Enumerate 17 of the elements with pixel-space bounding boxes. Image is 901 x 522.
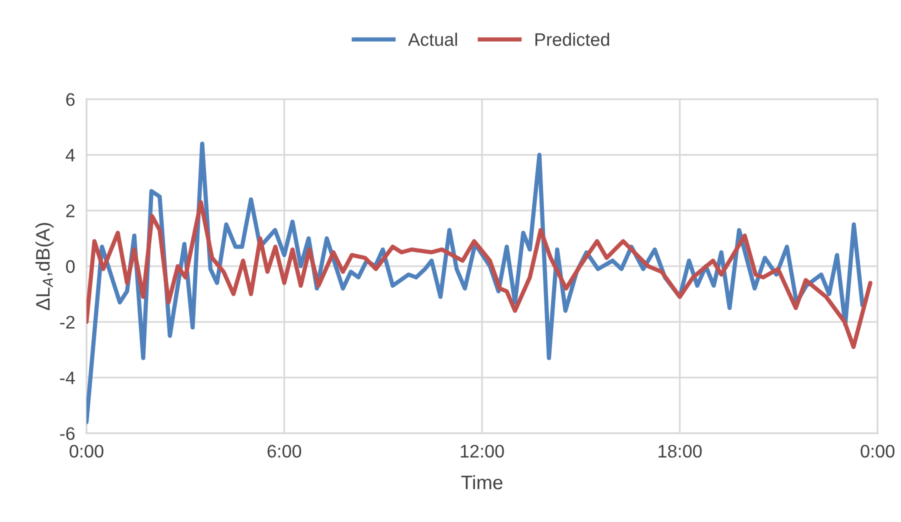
x-tick-label: 12:00 xyxy=(460,444,504,458)
x-tick-label: 0:00 xyxy=(860,444,894,458)
y-tick-label: -4 xyxy=(60,372,75,384)
y-tick-label: 4 xyxy=(66,148,75,162)
legend-label: Actual xyxy=(408,32,457,46)
x-tick-label: 6:00 xyxy=(268,444,302,458)
y-tick-label: -6 xyxy=(60,427,75,440)
legend-label: Predicted xyxy=(535,32,610,46)
x-axis-title: Time xyxy=(461,475,502,490)
y-tick-label: 6 xyxy=(66,93,75,106)
y-axis-title: ΔL$_{A}$,dB(A) xyxy=(36,223,54,310)
y-tick-label: 0 xyxy=(66,260,75,273)
line-series xyxy=(86,200,872,350)
x-tick-label: 18:00 xyxy=(658,444,702,458)
y-tick-label: 2 xyxy=(66,204,74,218)
y-tick-label: -2 xyxy=(60,316,74,328)
x-tick-label: 0:00 xyxy=(70,444,104,458)
